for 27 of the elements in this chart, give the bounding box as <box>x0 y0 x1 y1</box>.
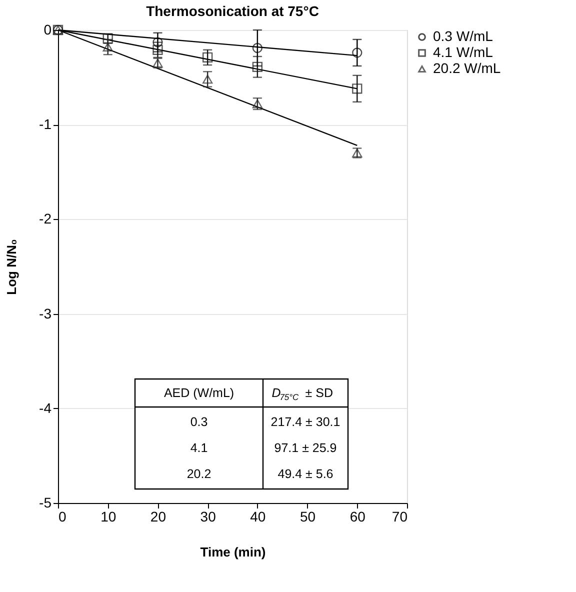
x-axis-title: Time (min) <box>200 544 266 560</box>
legend-label: 4.1 W/mL <box>433 44 494 60</box>
y-tick-label: -2 <box>39 210 52 227</box>
y-tick-label: -1 <box>39 116 52 132</box>
x-tick-label: 50 <box>300 508 316 524</box>
x-tick-label: 60 <box>350 508 366 524</box>
y-tick-label: -4 <box>39 400 52 416</box>
annotation: 49.4 ± 5.6 <box>278 467 334 481</box>
x-tick-label: 0 <box>58 508 66 524</box>
x-tick-label: 30 <box>200 508 216 524</box>
x-tick-label: 20 <box>150 508 166 524</box>
legend-label: 20.2 W/mL <box>433 60 501 76</box>
annotation: 0.3 <box>190 415 208 429</box>
y-tick-label: -5 <box>39 494 52 510</box>
annotation: AED (W/mL) <box>164 386 234 400</box>
x-tick-label: 10 <box>100 508 116 524</box>
legend-label: 0.3 W/mL <box>433 28 494 44</box>
x-tick-label: 40 <box>250 508 266 524</box>
y-axis-title: Log N/N₀ <box>4 239 20 295</box>
annotation: 217.4 ± 30.1 <box>270 415 340 429</box>
y-tick-label: 0 <box>44 22 52 38</box>
x-tick-label: 70 <box>392 508 408 524</box>
annotation: 97.1 ± 25.9 <box>274 441 337 455</box>
annotation: 4.1 <box>190 441 208 455</box>
chart-title: Thermosonication at 75°C <box>146 3 319 19</box>
y-tick-label: -3 <box>39 305 52 322</box>
annotation: 20.2 <box>186 467 212 481</box>
